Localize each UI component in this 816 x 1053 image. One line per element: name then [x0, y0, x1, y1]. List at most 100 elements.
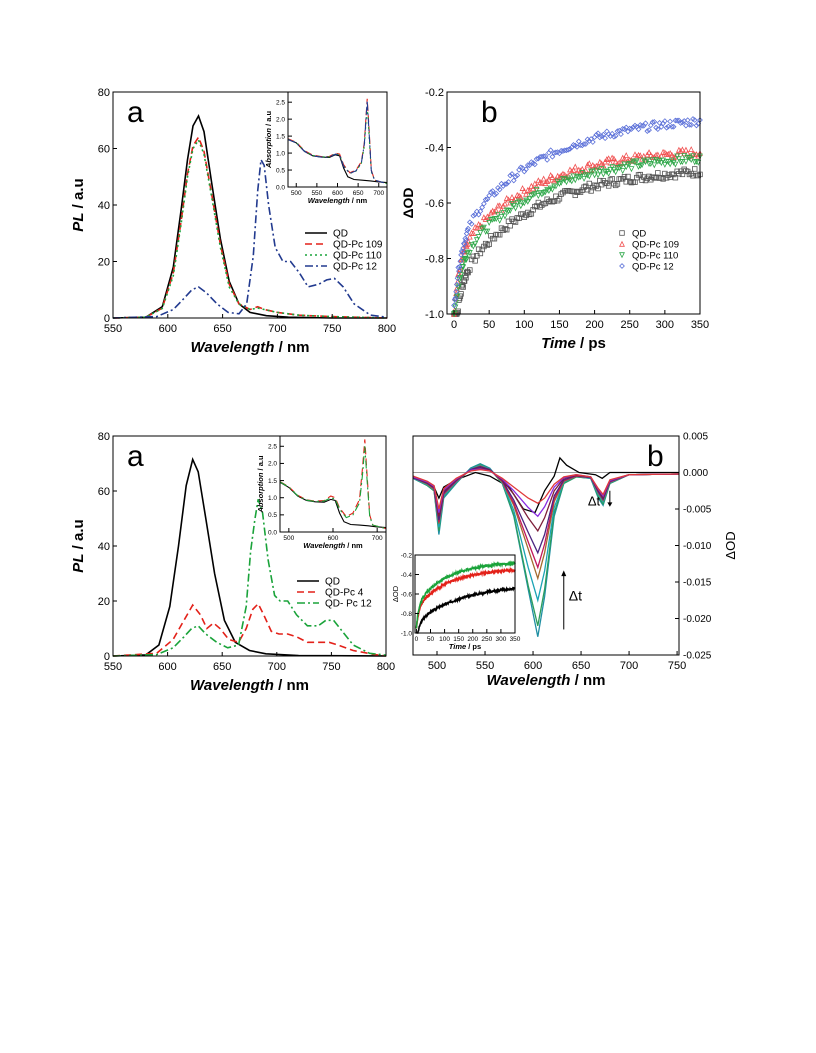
marker-square	[482, 240, 489, 247]
marker-square	[660, 176, 666, 182]
x-tick-label: 750	[322, 661, 340, 673]
x-tick-label: 50	[427, 636, 435, 643]
marker-triangle-down	[563, 179, 570, 186]
marker-square	[621, 174, 628, 180]
marker-diamond	[621, 126, 628, 133]
x-tick-label: 600	[332, 190, 343, 197]
marker-triangle-up	[623, 152, 630, 159]
marker-diamond	[600, 131, 607, 138]
marker-diamond	[595, 130, 601, 137]
x-tick-label: 50	[483, 319, 495, 331]
x-tick-label: 200	[585, 319, 603, 331]
marker-diamond	[618, 131, 624, 138]
marker-triangle-down	[591, 172, 598, 179]
marker-diamond	[463, 230, 470, 237]
x-axis-label-quantity: Wavelength	[190, 677, 274, 694]
marker-triangle-up	[677, 147, 684, 154]
marker-diamond	[535, 155, 542, 162]
marker-triangle-up	[487, 209, 494, 216]
marker-square	[611, 181, 617, 187]
marker-diamond	[517, 164, 524, 171]
x-tick-label: 700	[268, 661, 286, 673]
marker-triangle-down	[498, 214, 505, 221]
marker-diamond	[451, 296, 458, 303]
marker-diamond	[596, 134, 603, 141]
marker-diamond	[496, 186, 503, 193]
marker-diamond	[470, 212, 477, 219]
marker-triangle-down	[547, 185, 554, 192]
marker-triangle-down	[607, 166, 614, 173]
inset-y-axis-label: Absorption / a.u	[256, 455, 265, 514]
marker-square	[639, 177, 645, 183]
panel-bottom-b: 500 550 600 650 700 7500.0050.000-0.005-0.010…	[391, 432, 738, 690]
x-tick-label: 550	[104, 661, 122, 673]
y-tick-label: 0	[104, 313, 110, 325]
marker-triangle-down	[651, 162, 658, 169]
marker-square	[612, 182, 619, 189]
marker-square	[690, 173, 696, 179]
marker-square	[519, 211, 526, 217]
marker-diamond	[602, 135, 608, 142]
marker-triangle-down	[612, 169, 619, 176]
x-tick-label: 350	[691, 319, 709, 331]
legend-label: QD-Pc 109	[632, 240, 679, 251]
marker-triangle-down	[574, 173, 580, 180]
marker-diamond	[540, 153, 547, 160]
marker-diamond	[454, 275, 461, 282]
marker-triangle-up	[637, 152, 644, 159]
marker-triangle-down	[521, 200, 528, 207]
inset-x-axis-label-quantity: Wavelength	[308, 196, 350, 205]
marker-triangle-down	[672, 161, 679, 168]
y-tick-label: 2.5	[276, 99, 285, 106]
marker-triangle-down	[661, 161, 668, 168]
x-tick-label: 150	[550, 319, 568, 331]
marker-triangle-down	[560, 176, 566, 183]
marker-square	[488, 233, 494, 239]
marker-square	[472, 258, 478, 264]
legend-label: QD-Pc 12	[632, 262, 674, 273]
marker-diamond	[649, 119, 656, 126]
marker-triangle-up	[572, 163, 579, 170]
marker-triangle-up	[519, 185, 526, 191]
marker-square	[514, 215, 520, 221]
marker-diamond	[461, 241, 468, 248]
marker-triangle-down	[509, 201, 515, 208]
y-tick-label: -0.005	[683, 505, 712, 516]
marker-triangle-down	[470, 243, 477, 250]
legend-label: QD-Pc 110	[333, 251, 382, 262]
marker-diamond	[500, 183, 507, 189]
marker-square	[597, 177, 603, 184]
marker-triangle-down	[468, 241, 475, 248]
marker-triangle-down	[549, 186, 556, 193]
y-tick-label: -0.6	[401, 591, 413, 598]
inset-absorption: 500 550 600 650 700 0.0 0.5 1.0 1.5 2.0 2.5 Wavelen…	[264, 91, 388, 205]
marker-diamond	[533, 156, 540, 162]
marker-diamond	[484, 196, 491, 202]
inset-y-axis-label: ΔOD	[391, 585, 400, 602]
y-axis-label-unit: / a.u	[70, 178, 87, 212]
y-tick-label: 60	[98, 486, 110, 498]
marker-triangle-up	[588, 166, 595, 173]
marker-square	[658, 175, 665, 181]
marker-triangle-down	[458, 272, 465, 279]
marker-square	[628, 179, 635, 186]
marker-square	[516, 215, 522, 222]
x-axis-label-quantity: Wavelength	[191, 339, 275, 356]
y-tick-label: -0.2	[425, 87, 444, 99]
series-line-10	[412, 468, 680, 510]
y-tick-label: 1.0	[276, 150, 285, 157]
series-line-2	[112, 602, 387, 657]
panel-top-a: 550 600 650 700 750 800 0 20 40 60 80 a Wavelength /…	[70, 87, 396, 356]
marker-diamond	[644, 128, 651, 134]
marker-diamond	[684, 117, 691, 124]
marker-triangle-down	[593, 167, 600, 174]
marker-diamond	[654, 126, 661, 133]
marker-square	[584, 187, 591, 193]
marker-square	[686, 171, 693, 178]
y-tick-label: 1.5	[268, 478, 277, 485]
marker-diamond	[453, 281, 460, 288]
inset-x-axis-label-quantity: Time	[449, 642, 466, 651]
legend-label: QD-Pc 110	[632, 251, 678, 262]
series-1	[451, 166, 703, 317]
